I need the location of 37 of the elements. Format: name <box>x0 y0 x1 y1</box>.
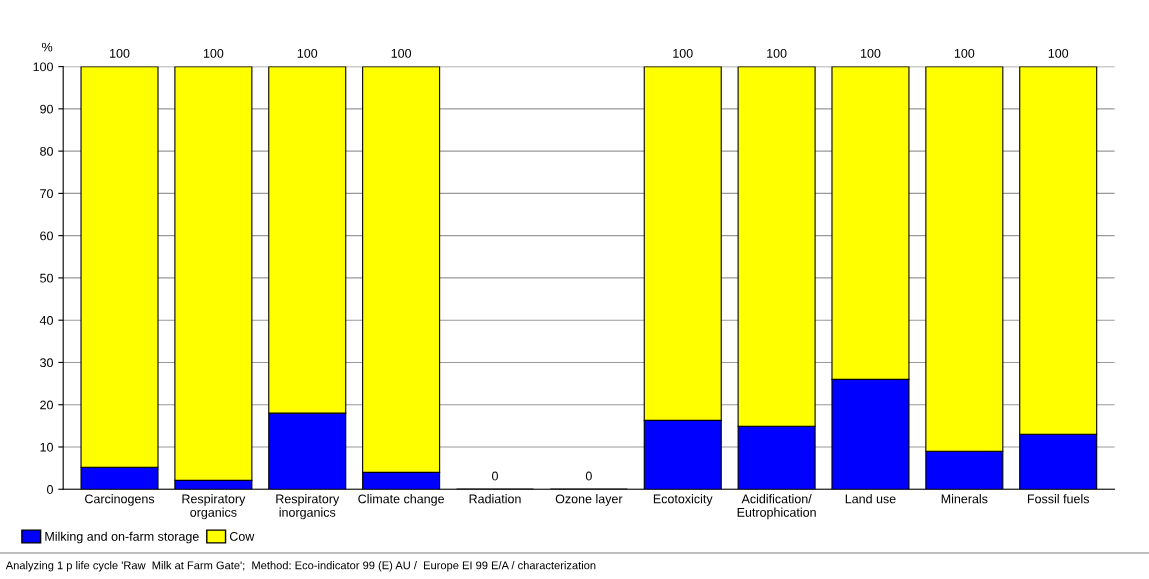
total-label: 100 <box>954 48 975 58</box>
text: Analyzing 1 p life cycle 'Raw Milk at Farm Gate'; Method: Eco-indicator 99 (E) AU / Europe EI 99 E/A / characterization <box>5 561 596 572</box>
x-tick-label: Ozone layer <box>555 494 623 506</box>
y-tick-label: 100 <box>33 62 53 72</box>
y-tick-label: 50 <box>40 273 53 283</box>
total-label: 100 <box>673 48 693 58</box>
x-tick-label: Respiratory inorganics <box>276 494 340 520</box>
y-tick-label: 40 <box>39 315 53 325</box>
total-label: 100 <box>297 48 318 58</box>
x-tick-label: Climate change <box>358 494 444 506</box>
legend-label: Cow <box>229 531 255 541</box>
x-tick-label: Ecotoxicity <box>653 494 713 506</box>
total-label: 100 <box>767 48 787 58</box>
total-label: 0 <box>492 471 498 481</box>
y-tick-label: 0 <box>47 485 53 494</box>
total-label: 100 <box>1048 48 1069 58</box>
y-tick-label: 90 <box>40 104 53 114</box>
x-tick-label: Minerals <box>941 494 988 504</box>
y-tick-label: 10 <box>40 442 53 452</box>
legend-label: Milking and on-farm storage <box>45 531 199 544</box>
y-tick-label: 20 <box>40 400 53 410</box>
x-tick-label: Land use <box>845 494 896 504</box>
total-label: 100 <box>110 48 130 58</box>
total-label: 100 <box>391 48 412 58</box>
x-tick-label: Respiratory organics <box>182 494 246 520</box>
y-tick-label: 80 <box>40 146 53 156</box>
total-label: 0 <box>585 471 592 481</box>
total-label: 100 <box>203 48 224 58</box>
x-tick-label: Carcinogens <box>85 494 155 506</box>
y-tick-label: 30 <box>40 358 53 368</box>
x-tick-label: Fossil fuels <box>1027 494 1090 504</box>
y-axis-title: % <box>42 42 53 52</box>
total-label: 100 <box>861 48 881 58</box>
y-tick-label: 60 <box>40 231 53 241</box>
x-tick-label: Acidification/ Eutrophication <box>737 494 816 520</box>
x-tick-label: Radiation <box>469 494 521 504</box>
y-tick-label: 70 <box>40 189 53 199</box>
